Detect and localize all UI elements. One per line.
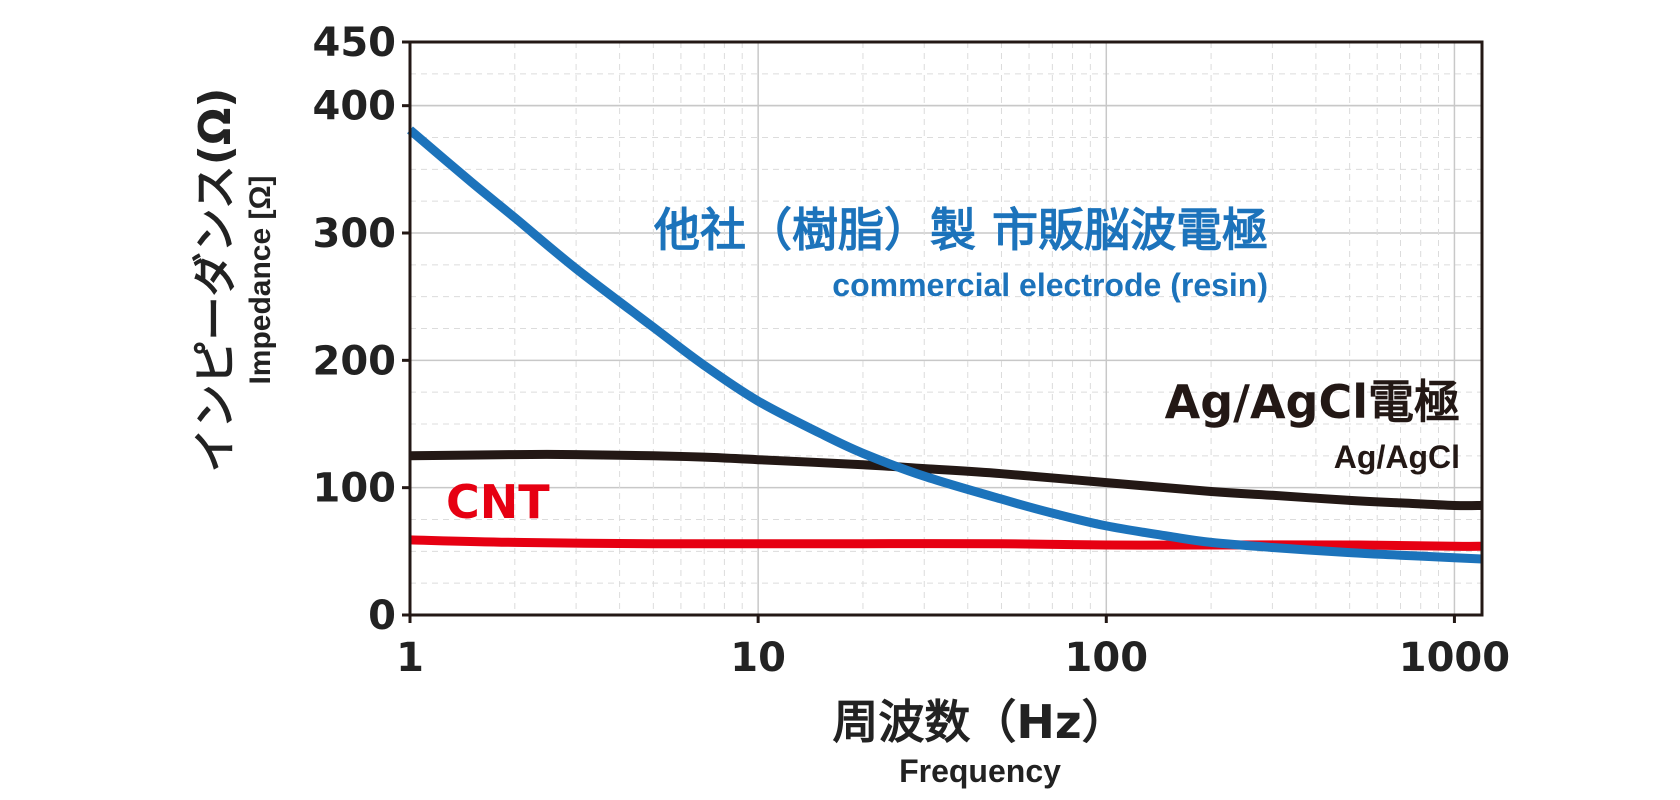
x-tick-label: 100 [1065,635,1149,681]
resin-label-en: commercial electrode (resin) [832,267,1268,303]
x-tick-label: 10 [730,635,786,681]
x-axis-label: 周波数（Hz） [832,695,1127,749]
series-line-resin [407,126,1483,564]
y-tick-label: 300 [313,211,397,257]
series-layer [407,126,1483,564]
y-tick-label: 400 [313,84,397,130]
x-tick-label: 1000 [1399,635,1510,681]
cnt-label: CNT [446,475,550,529]
x-tick-label: 1 [396,635,424,681]
agagcl-label: Ag/AgCl電極 [1165,375,1460,429]
y-axis-label: インピーダンス(Ω) [190,88,241,473]
tick-layer: 0 100 200 300 400 450 1 10 100 1000 [313,20,1511,681]
series-line-agagcl [409,449,1483,511]
resin-label: 他社（樹脂）製 市販脳波電極 [653,203,1268,257]
series-line-cnt [409,535,1483,551]
agagcl-label-en: Ag/AgCl [1334,439,1460,475]
y-tick-label: 100 [313,466,397,512]
y-tick-label: 450 [313,20,397,66]
x-axis-label-en: Frequency [899,753,1061,789]
grid-layer [410,42,1482,615]
y-axis-label-en: Impedance [Ω] [244,175,277,384]
y-tick-label: 0 [368,593,396,639]
y-tick-label: 200 [313,338,397,384]
plot-frame [408,40,1484,617]
